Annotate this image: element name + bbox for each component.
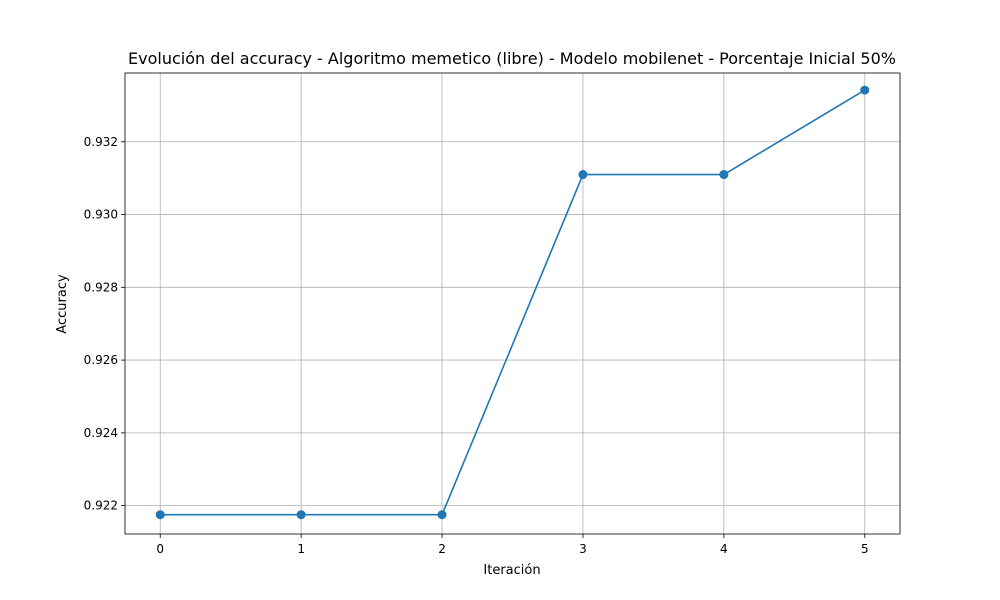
y-axis-label: Accuracy: [55, 274, 70, 334]
y-tick-label: 0.922: [84, 499, 118, 513]
data-point: [578, 170, 588, 180]
x-tick-label: 0: [156, 542, 164, 556]
data-point: [860, 85, 870, 95]
series-layer: [155, 85, 870, 520]
y-tick-label: 0.926: [84, 353, 118, 367]
grid: [125, 73, 900, 534]
data-point: [719, 170, 729, 180]
series-line: [160, 89, 866, 516]
y-tick-label: 0.924: [84, 426, 118, 440]
x-tick-label: 4: [720, 542, 728, 556]
plot-frame: [124, 72, 901, 535]
data-point: [437, 510, 447, 520]
y-tick-label: 0.930: [84, 208, 118, 222]
chart-title: Evolución del accuracy - Algoritmo memet…: [128, 49, 896, 68]
axes: 0 1 2 3 4 5 0.922 0.924 0.926 0.928 0.930 0.932: [84, 72, 901, 556]
data-point: [155, 510, 165, 520]
y-tick-label: 0.928: [84, 280, 118, 294]
x-tick-label: 3: [579, 542, 587, 556]
x-tick-label: 2: [438, 542, 446, 556]
x-tick-label: 5: [861, 542, 869, 556]
y-tick-label: 0.932: [84, 135, 118, 149]
x-tick-label: 1: [297, 542, 305, 556]
x-axis-label: Iteración: [483, 563, 540, 578]
data-point: [296, 510, 306, 520]
